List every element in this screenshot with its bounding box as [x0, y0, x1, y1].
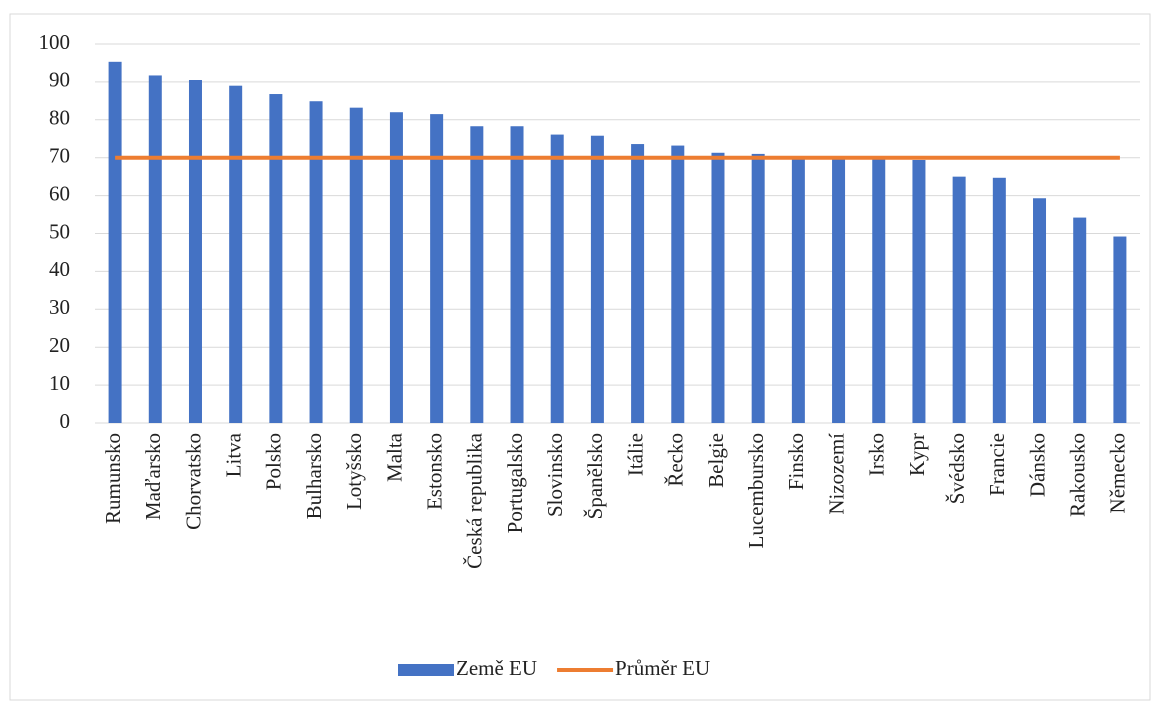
x-tick-label: Belgie: [704, 433, 728, 488]
x-tick-label: Česká republika: [463, 432, 487, 569]
bar: [631, 144, 645, 423]
bar: [188, 80, 202, 423]
y-tick-label: 50: [49, 219, 70, 243]
bar: [430, 114, 444, 424]
y-tick-label: 40: [49, 257, 70, 281]
x-tick-label: Francie: [985, 433, 1009, 496]
x-tick-label: Rakousko: [1066, 433, 1090, 517]
y-tick-label: 80: [49, 106, 70, 130]
x-tick-label: Malta: [382, 432, 406, 482]
bar: [912, 159, 926, 423]
chart-border: [9, 13, 1151, 701]
y-tick-label: 10: [49, 371, 70, 395]
bar: [269, 94, 283, 423]
legend-label: Země EU: [456, 656, 537, 680]
x-tick-label: Španělsko: [583, 433, 607, 519]
bar: [711, 152, 725, 423]
x-tick-label: Slovinsko: [543, 433, 567, 517]
bar: [510, 126, 524, 424]
x-tick-label: Rumunsko: [101, 433, 125, 524]
y-tick-label: 70: [49, 144, 70, 168]
x-tick-label: Finsko: [784, 433, 808, 490]
x-tick-label: Německo: [1106, 433, 1130, 513]
y-tick-label: 0: [60, 409, 71, 433]
bar: [470, 126, 484, 424]
x-tick-label: Lotyšsko: [342, 433, 366, 510]
bar: [590, 135, 604, 423]
bar: [1033, 198, 1047, 423]
x-tick-label: Kypr: [905, 433, 929, 476]
bar: [148, 75, 162, 423]
x-tick-label: Portugalsko: [503, 433, 527, 533]
bar: [1113, 236, 1127, 423]
x-tick-label: Bulharsko: [302, 433, 326, 519]
bar: [1073, 217, 1087, 423]
legend-label: Průměr EU: [615, 656, 710, 680]
bar: [952, 176, 966, 423]
bar: [229, 85, 243, 423]
bar: [671, 145, 685, 423]
x-tick-label: Estonsko: [422, 433, 446, 510]
bar: [550, 134, 564, 423]
y-tick-label: 20: [49, 333, 70, 357]
grid: [95, 43, 1140, 424]
x-tick-label: Itálie: [623, 433, 647, 476]
x-tick-label: Chorvatsko: [181, 433, 205, 530]
y-tick-label: 30: [49, 295, 70, 319]
bar: [832, 158, 846, 423]
x-tick-label: Švédsko: [945, 433, 969, 504]
x-tick-label: Polsko: [262, 433, 286, 490]
y-tick-label: 90: [49, 68, 70, 92]
y-tick-label: 60: [49, 181, 70, 205]
x-tick-label: Irsko: [865, 433, 889, 476]
x-tick-label: Maďarsko: [141, 433, 165, 520]
bar: [992, 177, 1006, 423]
x-tick-label: Dánsko: [1025, 433, 1049, 497]
x-tick-label: Nizozemí: [824, 433, 848, 515]
bar: [872, 159, 886, 423]
x-tick-label: Lucembursko: [744, 433, 768, 548]
bar: [751, 153, 765, 423]
legend-swatch: [398, 664, 454, 676]
x-tick-label: Řecko: [664, 433, 688, 487]
x-tick-label: Litva: [221, 432, 245, 477]
y-tick-label: 100: [39, 30, 71, 54]
bar: [309, 101, 323, 423]
bar: [389, 112, 403, 423]
bar: [349, 107, 363, 423]
bar: [791, 157, 805, 423]
bar: [108, 61, 122, 424]
